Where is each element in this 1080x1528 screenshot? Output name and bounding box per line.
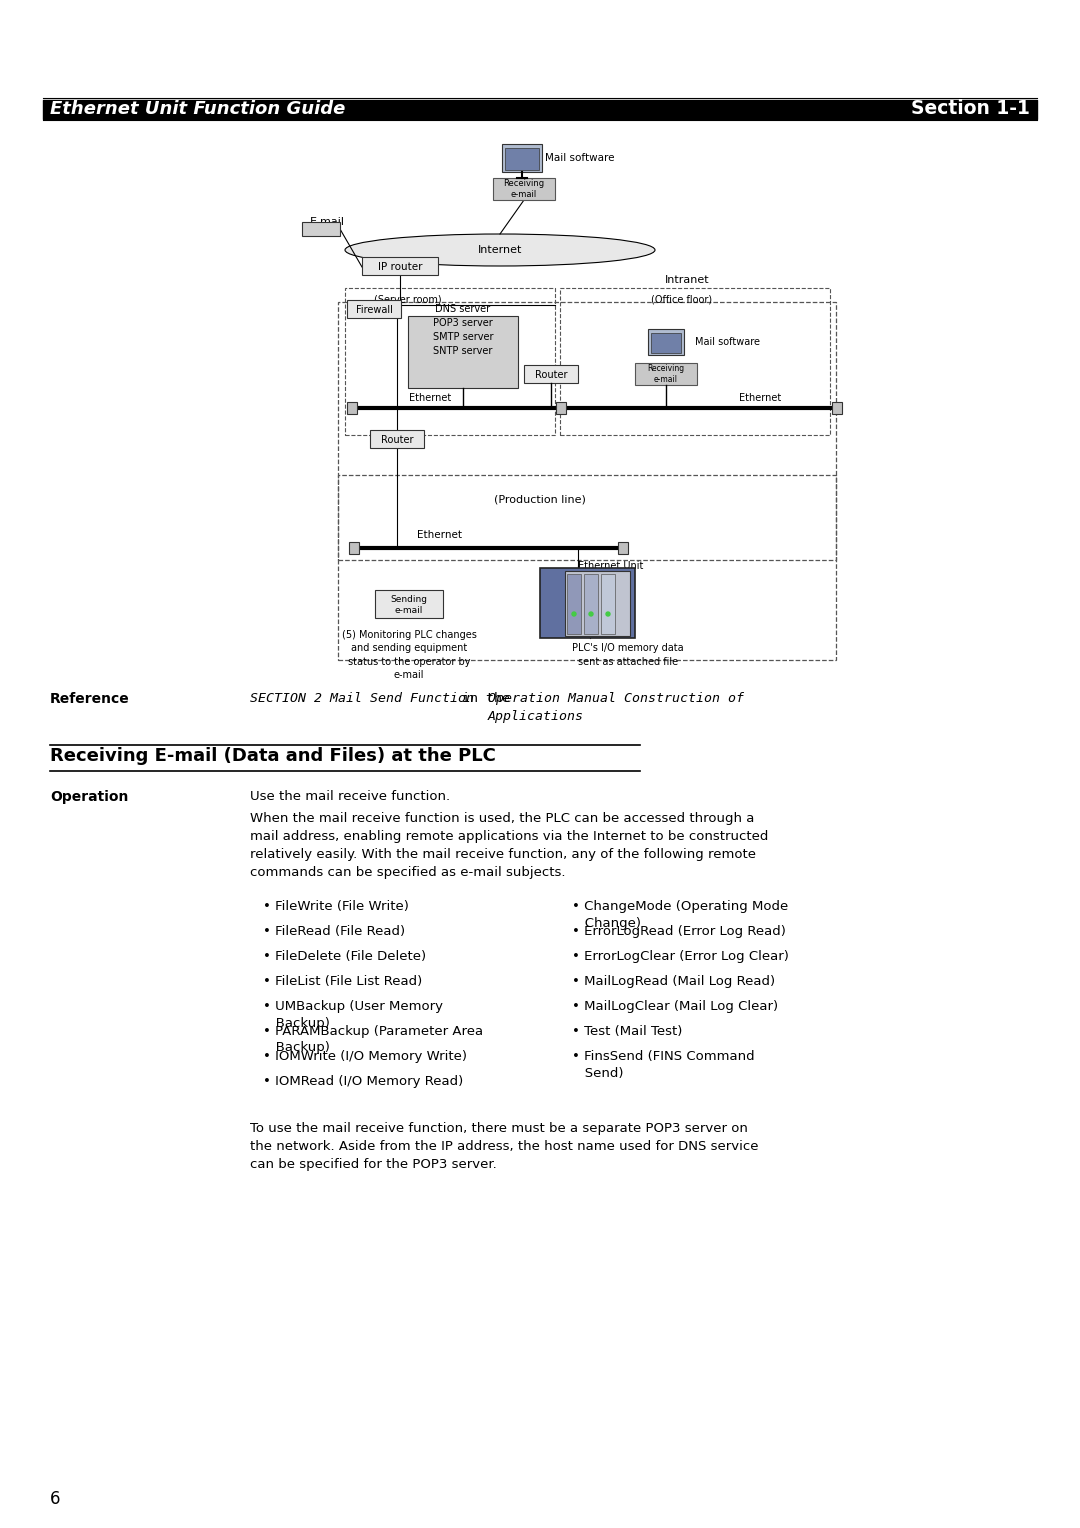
Text: Operation: Operation	[50, 790, 129, 804]
Text: Section 1-1: Section 1-1	[912, 99, 1030, 119]
FancyBboxPatch shape	[302, 222, 340, 235]
Text: Router: Router	[535, 370, 567, 380]
Text: Ethernet: Ethernet	[418, 530, 462, 539]
Text: (5) Monitoring PLC changes
and sending equipment
status to the operator by
e-mai: (5) Monitoring PLC changes and sending e…	[341, 630, 476, 680]
FancyBboxPatch shape	[600, 575, 615, 634]
FancyBboxPatch shape	[524, 365, 578, 384]
FancyBboxPatch shape	[408, 316, 518, 388]
Text: To use the mail receive function, there must be a separate POP3 server on
the ne: To use the mail receive function, there …	[249, 1122, 758, 1170]
Text: • ErrorLogRead (Error Log Read): • ErrorLogRead (Error Log Read)	[572, 924, 786, 938]
Text: E-mail: E-mail	[310, 217, 345, 228]
FancyBboxPatch shape	[370, 429, 424, 448]
Text: • PARAMBackup (Parameter Area
   Backup): • PARAMBackup (Parameter Area Backup)	[264, 1025, 483, 1054]
FancyBboxPatch shape	[347, 402, 357, 414]
FancyBboxPatch shape	[565, 571, 630, 636]
Text: • FileRead (File Read): • FileRead (File Read)	[264, 924, 405, 938]
FancyBboxPatch shape	[505, 148, 539, 170]
Text: • MailLogRead (Mail Log Read): • MailLogRead (Mail Log Read)	[572, 975, 775, 989]
Text: • ChangeMode (Operating Mode
   Change): • ChangeMode (Operating Mode Change)	[572, 900, 788, 929]
FancyBboxPatch shape	[349, 542, 359, 555]
Text: (Server room): (Server room)	[374, 295, 442, 306]
Text: Ethernet: Ethernet	[409, 393, 451, 403]
FancyBboxPatch shape	[618, 542, 627, 555]
FancyBboxPatch shape	[556, 402, 566, 414]
Text: • FileList (File List Read): • FileList (File List Read)	[264, 975, 422, 989]
FancyBboxPatch shape	[635, 364, 697, 385]
FancyBboxPatch shape	[375, 590, 443, 617]
Text: Ethernet Unit Function Guide: Ethernet Unit Function Guide	[50, 99, 346, 118]
Text: • MailLogClear (Mail Log Clear): • MailLogClear (Mail Log Clear)	[572, 999, 778, 1013]
Text: PLC's I/O memory data
sent as attached file: PLC's I/O memory data sent as attached f…	[572, 643, 684, 668]
Circle shape	[589, 613, 593, 616]
Circle shape	[572, 613, 576, 616]
Text: • IOMWrite (I/O Memory Write): • IOMWrite (I/O Memory Write)	[264, 1050, 467, 1063]
FancyBboxPatch shape	[540, 568, 635, 639]
Text: Mail software: Mail software	[696, 338, 760, 347]
FancyBboxPatch shape	[584, 575, 598, 634]
Text: • UMBackup (User Memory
   Backup): • UMBackup (User Memory Backup)	[264, 999, 443, 1030]
FancyBboxPatch shape	[502, 144, 542, 173]
Text: SECTION 2 Mail Send Function: SECTION 2 Mail Send Function	[249, 692, 474, 704]
Text: Receiving
e-mail: Receiving e-mail	[503, 179, 544, 199]
Text: Intranet: Intranet	[665, 275, 710, 286]
FancyBboxPatch shape	[567, 575, 581, 634]
Text: • FileWrite (File Write): • FileWrite (File Write)	[264, 900, 409, 914]
Text: When the mail receive function is used, the PLC can be accessed through a
mail a: When the mail receive function is used, …	[249, 811, 768, 879]
Text: Operation Manual Construction of
Applications: Operation Manual Construction of Applica…	[488, 692, 744, 723]
FancyBboxPatch shape	[492, 177, 555, 200]
Text: • FileDelete (File Delete): • FileDelete (File Delete)	[264, 950, 427, 963]
FancyBboxPatch shape	[651, 333, 681, 353]
Text: • ErrorLogClear (Error Log Clear): • ErrorLogClear (Error Log Clear)	[572, 950, 788, 963]
Text: Router: Router	[381, 435, 414, 445]
Text: in the: in the	[454, 692, 518, 704]
Circle shape	[606, 613, 610, 616]
FancyBboxPatch shape	[832, 402, 842, 414]
Text: Internet: Internet	[477, 244, 523, 255]
Text: • FinsSend (FINS Command
   Send): • FinsSend (FINS Command Send)	[572, 1050, 755, 1079]
FancyBboxPatch shape	[347, 299, 401, 318]
Text: 6: 6	[50, 1490, 60, 1508]
Text: (Office floor): (Office floor)	[651, 295, 713, 306]
Text: • IOMRead (I/O Memory Read): • IOMRead (I/O Memory Read)	[264, 1076, 463, 1088]
Text: Ethernet: Ethernet	[739, 393, 781, 403]
Text: Use the mail receive function.: Use the mail receive function.	[249, 790, 450, 804]
Text: IP router: IP router	[378, 261, 422, 272]
Text: Sending
e-mail: Sending e-mail	[391, 594, 428, 616]
FancyBboxPatch shape	[648, 329, 684, 354]
Ellipse shape	[345, 234, 654, 266]
Text: (Production line): (Production line)	[494, 495, 586, 504]
Text: Ethernet Unit: Ethernet Unit	[578, 561, 644, 571]
Text: Firewall: Firewall	[355, 306, 392, 315]
Text: • Test (Mail Test): • Test (Mail Test)	[572, 1025, 683, 1038]
Text: DNS server
POP3 server
SMTP server
SNTP server: DNS server POP3 server SMTP server SNTP …	[433, 304, 494, 356]
Text: Mail software: Mail software	[545, 153, 615, 163]
Text: Receiving
e-mail: Receiving e-mail	[647, 364, 685, 384]
Text: Receiving E-mail (Data and Files) at the PLC: Receiving E-mail (Data and Files) at the…	[50, 747, 496, 766]
FancyBboxPatch shape	[362, 257, 438, 275]
Text: Reference: Reference	[50, 692, 130, 706]
